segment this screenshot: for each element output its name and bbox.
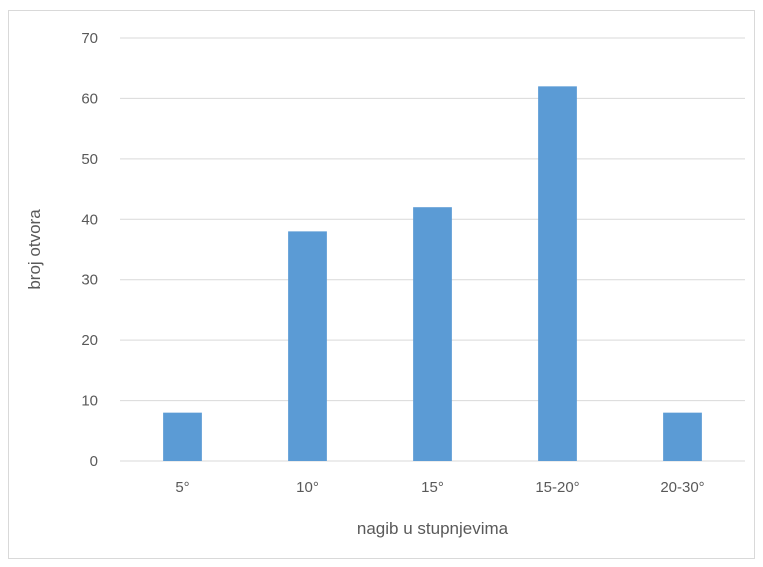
y-tick-label: 10 — [81, 393, 98, 410]
y-tick-label: 0 — [90, 453, 98, 470]
y-axis-title: broj otvora — [25, 209, 44, 290]
x-tick-label: 15° — [421, 479, 444, 496]
bar — [288, 231, 327, 461]
y-tick-label: 20 — [81, 332, 98, 349]
y-tick-label: 50 — [81, 151, 98, 168]
bar — [663, 412, 702, 461]
bar — [538, 86, 577, 461]
x-tick-label: 20-30° — [660, 479, 704, 496]
y-tick-label: 30 — [81, 272, 98, 289]
x-axis-title: nagib u stupnjevima — [357, 519, 509, 538]
y-tick-label: 70 — [81, 30, 98, 47]
x-tick-label: 10° — [296, 479, 319, 496]
y-tick-label: 40 — [81, 211, 98, 228]
x-tick-label: 15-20° — [535, 479, 579, 496]
chart-frame — [8, 10, 755, 559]
y-tick-label: 60 — [81, 90, 98, 107]
y-axis-ticks: 0 10 20 30 40 50 60 70 — [81, 30, 98, 470]
x-tick-label: 5° — [175, 479, 189, 496]
x-axis-ticks: 5° 10° 15° 15-20° 20-30° — [175, 479, 704, 496]
bars — [163, 86, 702, 461]
bar — [163, 412, 202, 461]
bar — [413, 207, 452, 461]
